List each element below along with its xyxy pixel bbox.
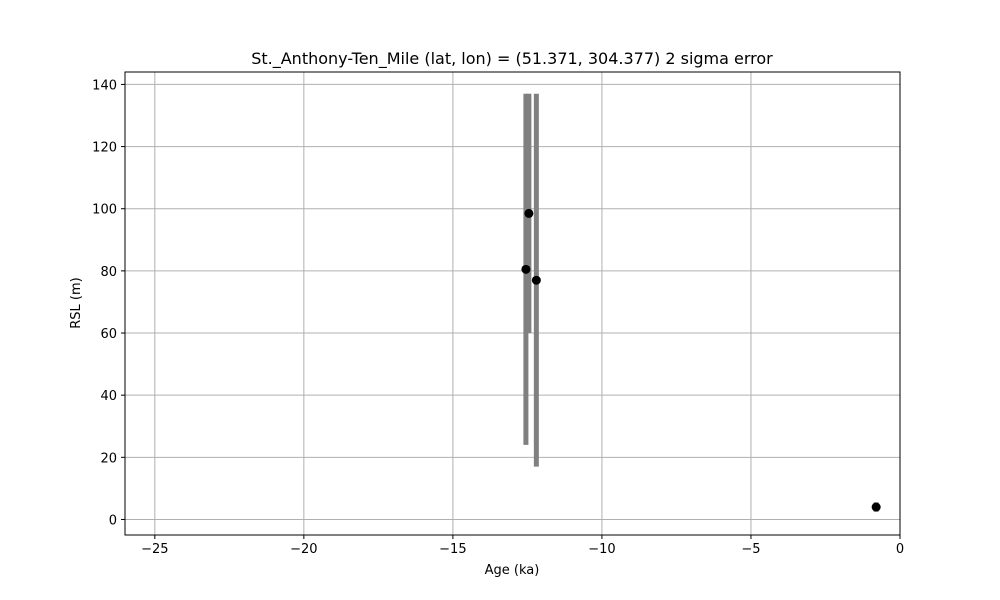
y-tick-label: 140 — [92, 78, 117, 93]
data-point — [531, 275, 541, 285]
y-tick-label: 100 — [92, 203, 117, 218]
y-tick-label: 20 — [100, 451, 117, 466]
x-tick-label: −25 — [141, 542, 168, 557]
y-tick-label: 80 — [100, 265, 117, 280]
data-points — [521, 208, 881, 512]
data-point — [524, 208, 534, 218]
y-axis-ticks: 0 20 40 60 80 100 120 140 — [92, 78, 125, 528]
grid — [125, 72, 901, 535]
plot-frame — [124, 71, 901, 536]
chart-title: St._Anthony-Ten_Mile (lat, lon) = (51.37… — [251, 49, 773, 69]
x-tick-label: −5 — [741, 542, 760, 557]
x-tick-label: −15 — [439, 542, 466, 557]
x-tick-label: −10 — [588, 542, 615, 557]
x-axis-label: Age (ka) — [485, 563, 540, 578]
y-tick-label: 40 — [100, 389, 117, 404]
y-axis-label: RSL (m) — [69, 277, 84, 328]
x-axis-ticks: −25 −20 −15 −10 −5 0 — [141, 535, 904, 557]
data-point — [871, 502, 881, 512]
y-tick-label: 0 — [109, 513, 117, 528]
error-bars — [523, 93, 879, 512]
data-point — [521, 264, 531, 274]
y-tick-label: 60 — [100, 327, 117, 342]
y-tick-label: 120 — [92, 141, 117, 156]
x-tick-label: 0 — [896, 542, 904, 557]
x-tick-label: −20 — [290, 542, 317, 557]
